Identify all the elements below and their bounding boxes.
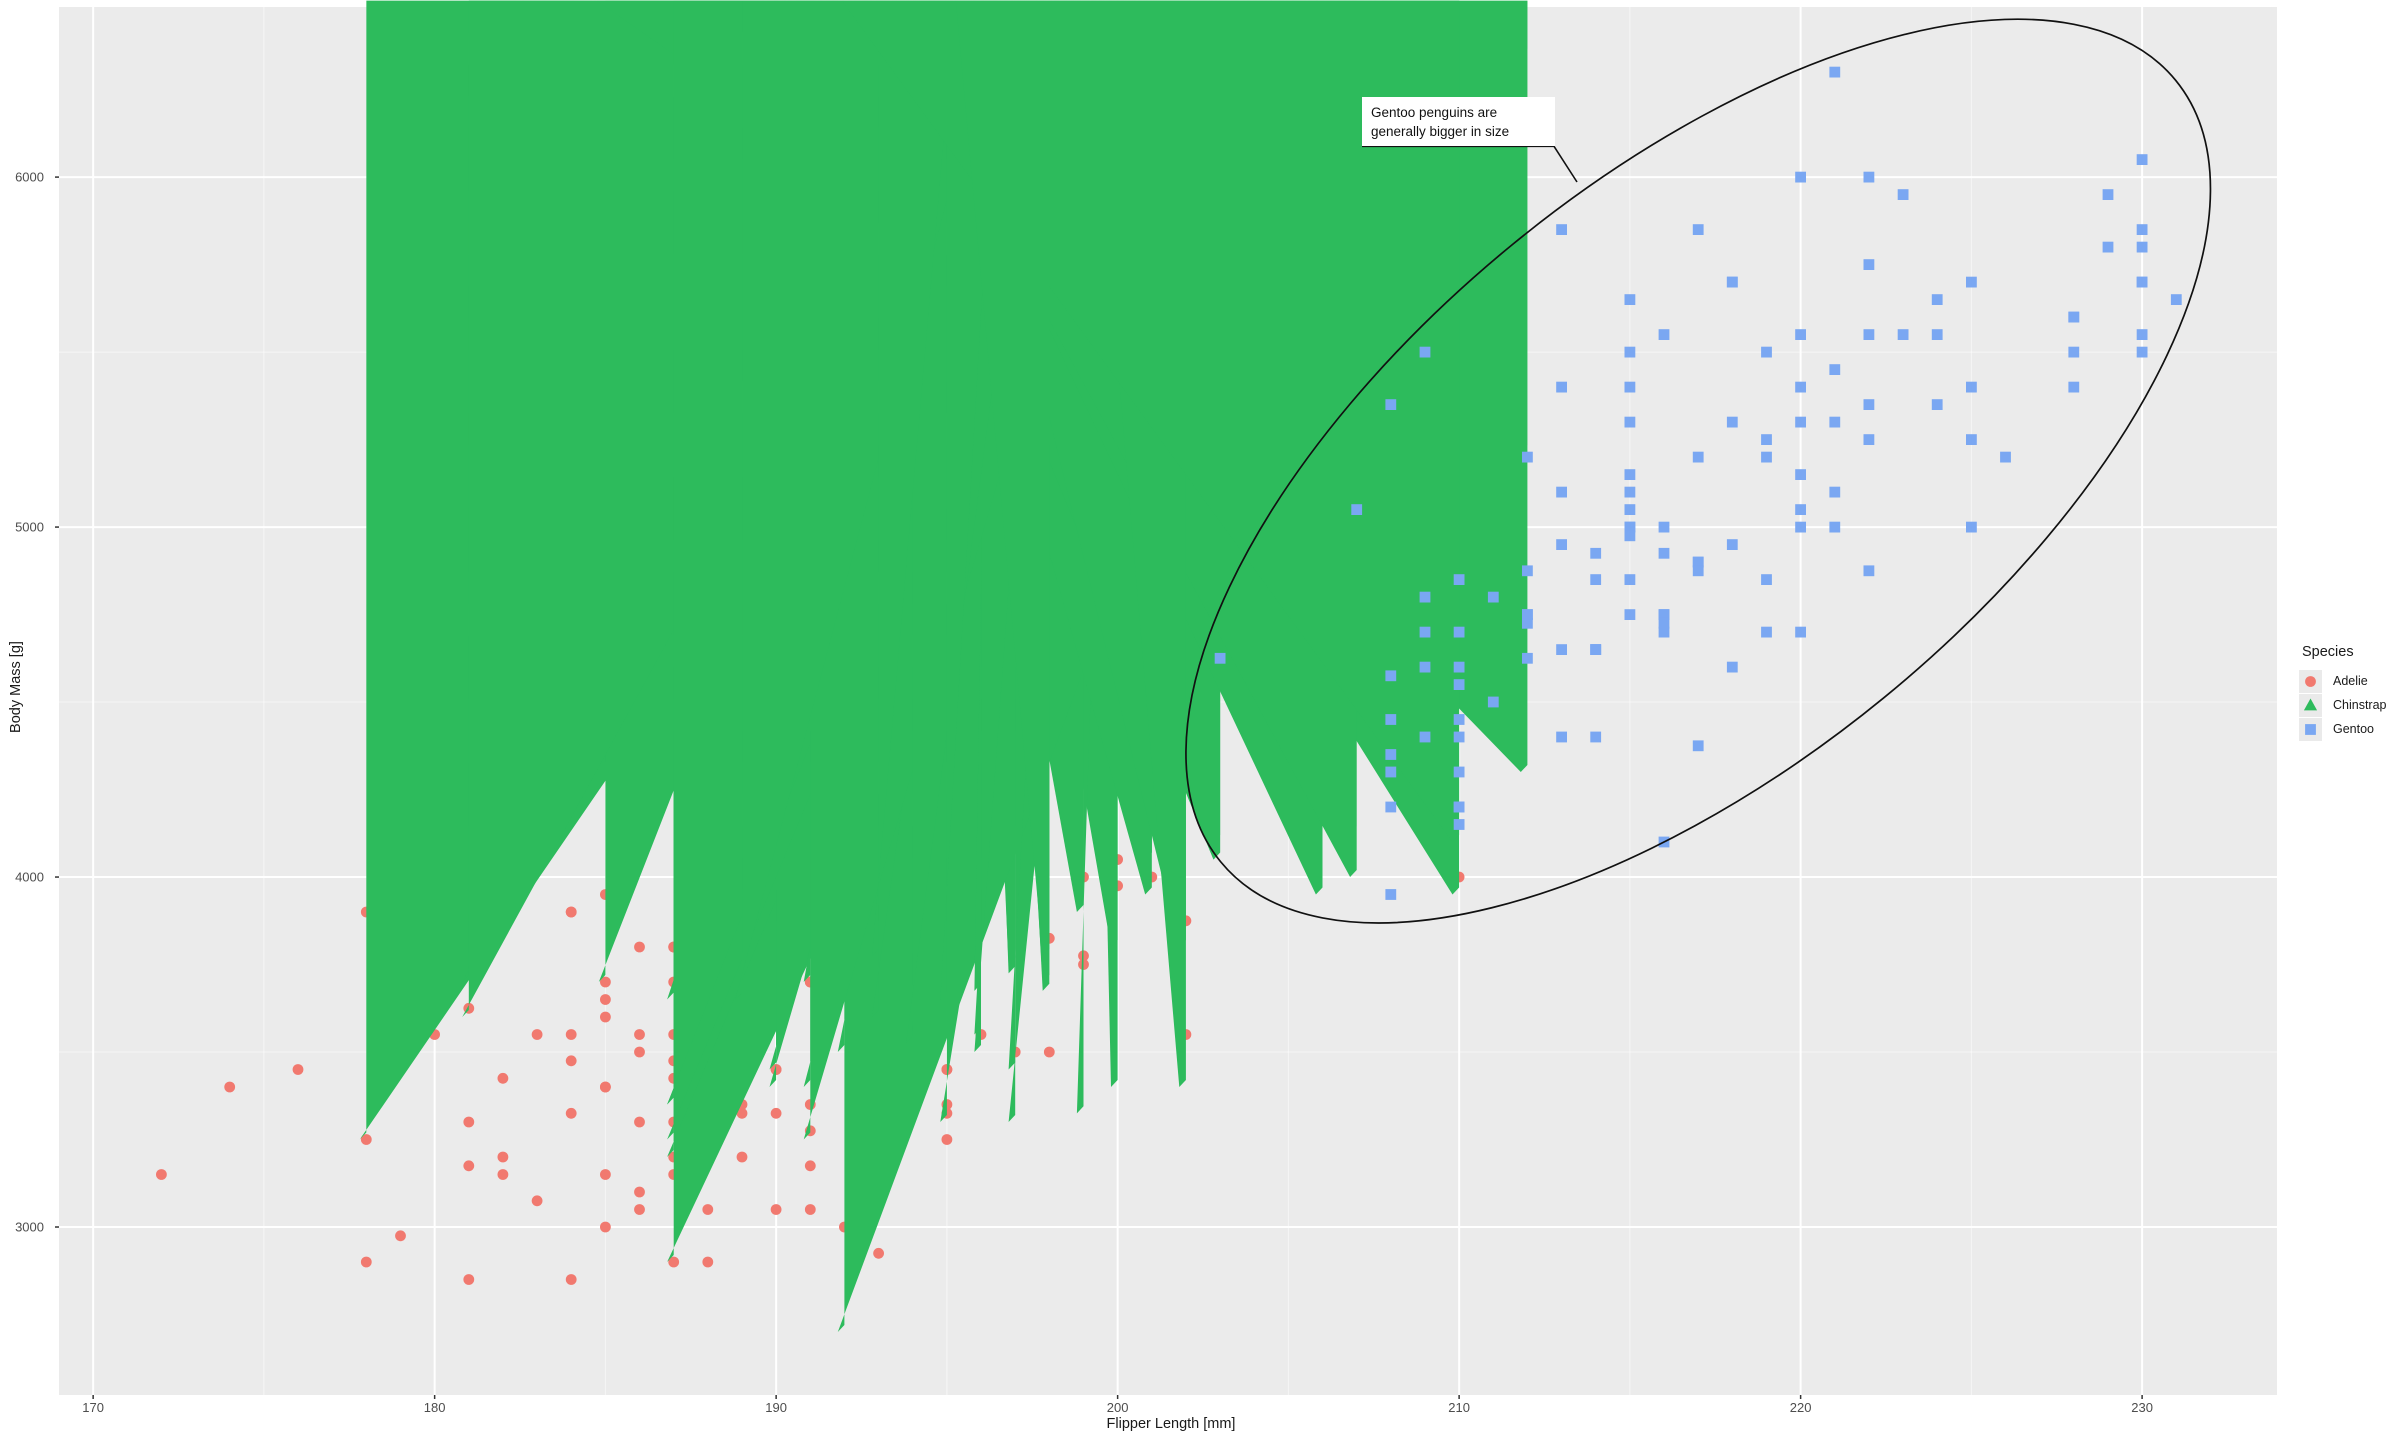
legend-key — [2299, 693, 2322, 717]
x-axis-title: Flipper Length [mm] — [1106, 1416, 1236, 1432]
legend-item-chinstrap: Chinstrap — [2292, 693, 2400, 717]
annotation-line-2: generally bigger in size — [1371, 124, 1510, 139]
legend: Species Adelie Chinstrap Gentoo — [2292, 644, 2400, 741]
x-tick-label: 230 — [2131, 1400, 2153, 1415]
legend-title: Species — [2302, 644, 2354, 660]
legend-label: Adelie — [2333, 674, 2368, 688]
gentoo-cluster-ellipse — [1185, 18, 2212, 924]
y-tick-label: 3000 — [15, 1219, 44, 1235]
x-tick-label: 180 — [423, 1400, 446, 1415]
legend-label: Gentoo — [2333, 722, 2375, 736]
legend-key — [2299, 669, 2322, 693]
annotation-leader-line — [1362, 145, 1578, 183]
legend-label: Chinstrap — [2333, 698, 2387, 712]
x-tick-label: 200 — [1106, 1400, 1129, 1415]
triangle-marker-icon — [2303, 698, 2318, 710]
x-tick-label: 170 — [82, 1400, 104, 1415]
y-tick-label: 4000 — [15, 869, 44, 885]
circle-marker-icon — [2305, 675, 2316, 687]
x-tick-label: 210 — [1448, 1400, 1470, 1415]
legend-item-adelie: Adelie — [2292, 669, 2400, 693]
x-tick-label: 220 — [1789, 1400, 1812, 1415]
annotation-line-1: Gentoo penguins are — [1371, 105, 1498, 120]
y-axis-title: Body Mass [g] — [8, 641, 24, 733]
legend-item-gentoo: Gentoo — [2292, 717, 2400, 741]
square-marker-icon — [2305, 723, 2316, 735]
y-tick-label: 5000 — [15, 519, 44, 535]
annotation-label: Gentoo penguins are generally bigger in … — [1362, 97, 1555, 146]
legend-key — [2299, 717, 2322, 741]
x-tick-label: 190 — [765, 1400, 787, 1415]
y-tick-label: 6000 — [15, 169, 44, 185]
